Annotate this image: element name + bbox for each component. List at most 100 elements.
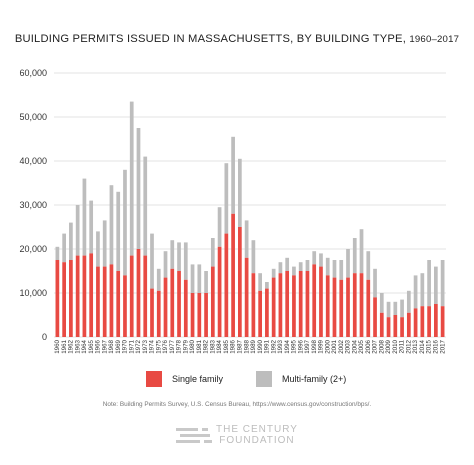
legend-label-single: Single family <box>172 374 224 384</box>
x-tick-label: 1983 <box>209 339 216 353</box>
bar-multi-family <box>177 242 181 271</box>
x-tick-label: 1972 <box>135 339 142 353</box>
bar-multi-family <box>420 273 425 307</box>
bar-single-family <box>339 279 344 337</box>
x-tick-label: 1991 <box>264 339 271 353</box>
bar-single-family <box>393 315 398 337</box>
bar-multi-family <box>427 260 431 307</box>
bar-single-family <box>292 275 296 337</box>
x-tick-label: 1984 <box>216 339 223 353</box>
bar-multi-family <box>55 246 60 260</box>
bar-single-family <box>312 264 317 337</box>
x-tick-label: 1986 <box>230 339 237 353</box>
x-tick-label: 1968 <box>108 339 115 353</box>
bar-multi-family <box>82 178 87 256</box>
x-tick-label: 1969 <box>115 339 122 353</box>
logo-text: THE CENTURY FOUNDATION <box>216 424 298 446</box>
bar-multi-family <box>116 191 121 271</box>
bar-multi-family <box>231 136 235 214</box>
x-tick-label: 2009 <box>385 339 392 353</box>
bar-multi-family <box>271 268 276 278</box>
bar-single-family <box>102 266 107 337</box>
x-tick-label: 2004 <box>351 339 358 353</box>
bar-single-family <box>244 257 249 337</box>
x-tick-label: 1976 <box>162 339 169 353</box>
bar-multi-family <box>312 251 317 265</box>
x-tick-label: 2000 <box>324 339 331 353</box>
logo-line1: THE CENTURY <box>216 424 298 435</box>
bar-single-family <box>163 277 168 337</box>
x-tick-label: 1971 <box>128 339 135 353</box>
x-tick-label: 2010 <box>392 339 399 353</box>
bar-single-family <box>217 246 222 337</box>
bar-single-family <box>379 312 384 337</box>
bar-multi-family <box>325 257 330 276</box>
bar-multi-family <box>292 266 296 276</box>
x-tick-label: 1997 <box>304 339 311 353</box>
bar-multi-family <box>339 260 344 280</box>
bar-multi-family <box>285 257 290 271</box>
bar-single-family <box>359 273 364 337</box>
x-tick-label: 2016 <box>433 339 440 353</box>
bar-single-family <box>400 317 404 337</box>
bar-single-family <box>210 266 215 337</box>
legend-label-multi: Multi-family (2+) <box>282 374 347 384</box>
bar-multi-family <box>204 271 208 293</box>
bar-single-family <box>434 304 438 337</box>
bar-single-family <box>332 277 337 337</box>
x-tick-label: 2017 <box>439 339 446 353</box>
bar-multi-family <box>386 301 391 318</box>
x-tick-label: 1995 <box>291 339 298 353</box>
bar-single-family <box>96 266 100 337</box>
bar-single-family <box>352 273 357 337</box>
x-tick-label: 2011 <box>399 339 406 353</box>
x-tick-label: 2008 <box>378 339 385 353</box>
chart-title-years: 1960–2017 <box>409 34 460 45</box>
bar-single-family <box>373 297 377 337</box>
y-tick-label: 40,000 <box>19 156 47 166</box>
x-tick-label: 1970 <box>122 339 129 353</box>
bar-single-family <box>75 255 80 337</box>
bar-multi-family <box>129 101 134 256</box>
x-tick-label: 1998 <box>311 339 318 353</box>
century-foundation-logo: THE CENTURY FOUNDATION <box>176 422 306 450</box>
y-tick-label: 60,000 <box>19 68 47 78</box>
x-tick-label: 1977 <box>169 339 176 353</box>
x-tick-label: 2013 <box>412 339 419 353</box>
bar-multi-family <box>352 238 357 274</box>
x-tick-label: 1960 <box>54 339 61 353</box>
bar-multi-family <box>217 207 222 247</box>
bar-single-family <box>224 233 229 337</box>
x-tick-label: 1973 <box>142 339 149 353</box>
bar-single-family <box>129 255 134 337</box>
x-tick-label: 1975 <box>155 339 162 353</box>
bar-multi-family <box>373 268 377 298</box>
bar-multi-family <box>109 185 114 265</box>
x-tick-label: 1999 <box>318 339 325 353</box>
bar-multi-family <box>298 262 303 271</box>
legend-swatch-multi <box>256 371 272 387</box>
bar-multi-family <box>163 251 168 278</box>
bar-multi-family <box>393 301 398 315</box>
bar-multi-family <box>332 260 337 278</box>
logo-line2: FOUNDATION <box>219 435 295 446</box>
bar-multi-family <box>150 233 154 289</box>
x-tick-label: 1961 <box>61 339 68 353</box>
x-tick-label: 1988 <box>243 339 250 353</box>
bar-multi-family <box>244 220 249 258</box>
bar-multi-family <box>143 156 148 256</box>
bar-single-family <box>136 249 141 337</box>
legend-swatch-single <box>146 371 162 387</box>
century-foundation-logo-icon <box>176 428 212 443</box>
bar-multi-family <box>359 229 364 274</box>
chart-area: 0 10,000 20,000 30,000 40,000 50,000 60,000 196… <box>19 68 446 354</box>
bar-single-family <box>346 277 350 337</box>
y-tick-label: 20,000 <box>19 244 47 254</box>
y-tick-label: 30,000 <box>19 200 47 210</box>
bar-single-family <box>238 227 242 337</box>
bar-single-family <box>271 277 276 337</box>
bar-single-family <box>123 275 127 337</box>
bar-multi-family <box>224 163 229 234</box>
bar-single-family <box>231 213 235 337</box>
bar-single-family <box>170 268 175 337</box>
